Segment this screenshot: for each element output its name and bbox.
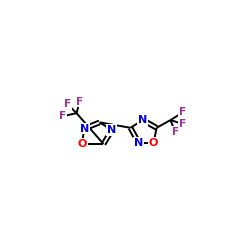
- Text: O: O: [77, 139, 86, 149]
- Text: N: N: [134, 138, 143, 148]
- Text: F: F: [59, 111, 66, 121]
- Text: N: N: [80, 124, 89, 134]
- Text: O: O: [149, 138, 158, 148]
- Text: N: N: [138, 115, 147, 125]
- Text: N: N: [107, 125, 117, 135]
- Text: F: F: [76, 96, 83, 106]
- Text: F: F: [172, 127, 179, 137]
- Text: F: F: [64, 99, 71, 109]
- Text: F: F: [179, 119, 186, 129]
- Text: F: F: [179, 108, 186, 118]
